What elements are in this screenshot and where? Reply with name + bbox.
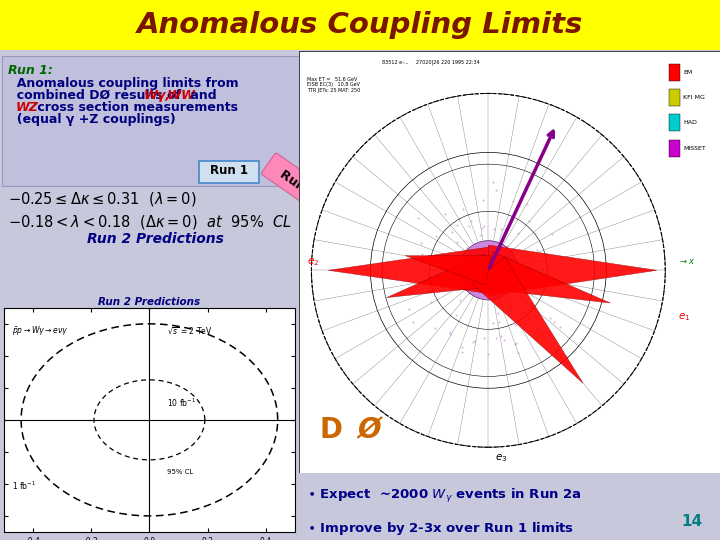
- Text: 10 fb$^{-1}$: 10 fb$^{-1}$: [167, 397, 196, 409]
- Text: 95% CL: 95% CL: [167, 469, 193, 475]
- Bar: [670, 64, 680, 81]
- Text: Anomalous Coupling Limits: Anomalous Coupling Limits: [137, 11, 583, 39]
- Text: Run 2 Predictions: Run 2 Predictions: [86, 232, 223, 246]
- Text: EM: EM: [683, 70, 692, 75]
- Text: $e_1$: $e_1$: [678, 310, 690, 322]
- Polygon shape: [405, 256, 491, 285]
- Text: KFI MG: KFI MG: [683, 95, 705, 100]
- FancyBboxPatch shape: [261, 153, 336, 215]
- Text: $e_2$: $e_2$: [307, 256, 320, 268]
- Polygon shape: [328, 247, 488, 294]
- Polygon shape: [387, 254, 492, 298]
- Text: WW: WW: [163, 89, 195, 102]
- Title: Run 2 Predictions: Run 2 Predictions: [99, 297, 200, 307]
- Text: $\bullet$ Improve by 2-3x over Run 1 limits: $\bullet$ Improve by 2-3x over Run 1 lim…: [307, 519, 575, 537]
- Text: and: and: [186, 89, 217, 102]
- Text: $-0.25 \leq \Delta\kappa \leq 0.31\ \ (\lambda = 0)$: $-0.25 \leq \Delta\kappa \leq 0.31\ \ (\…: [8, 190, 197, 208]
- Text: cross section measurements: cross section measurements: [33, 101, 238, 114]
- Text: Run 1: Run 1: [210, 164, 248, 177]
- Text: $-0.18 < \lambda < 0.18\ \ (\Delta\kappa = 0)\ \ at\ \ 95\%\ \ CL$: $-0.18 < \lambda < 0.18\ \ (\Delta\kappa…: [8, 213, 292, 231]
- Circle shape: [459, 241, 518, 300]
- Text: (equal γ +Z couplings): (equal γ +Z couplings): [8, 113, 176, 126]
- Text: combined DØ results of: combined DØ results of: [8, 89, 186, 102]
- Polygon shape: [488, 245, 657, 295]
- Text: MISSET: MISSET: [683, 146, 706, 151]
- Text: $\sqrt{s}$ = 2 TeV: $\sqrt{s}$ = 2 TeV: [167, 325, 212, 336]
- Text: $\bullet$ Expect  ~2000 $W_\gamma$ events in Run 2a: $\bullet$ Expect ~2000 $W_\gamma$ events…: [307, 487, 582, 505]
- Text: $Z \rightarrow e^+e^-$: $Z \rightarrow e^+e^-$: [355, 82, 457, 105]
- Bar: [670, 89, 680, 106]
- Text: Wγ,: Wγ,: [144, 89, 171, 102]
- Text: D: D: [320, 416, 343, 444]
- Text: Run 1: Run 1: [278, 168, 318, 202]
- Text: Anomalous coupling limits from: Anomalous coupling limits from: [8, 77, 238, 90]
- Polygon shape: [472, 257, 583, 383]
- Text: $e_3$: $e_3$: [495, 453, 507, 464]
- Text: $M_T(e_2,\nu)=74.7\ \mathrm{GeV/c}^2$: $M_T(e_2,\nu)=74.7\ \mathrm{GeV/c}^2$: [510, 60, 629, 76]
- Text: 14: 14: [681, 514, 702, 529]
- Text: WZ: WZ: [16, 101, 39, 114]
- Text: Ø: Ø: [358, 416, 382, 444]
- Text: 1 fb$^{-1}$: 1 fb$^{-1}$: [12, 480, 37, 492]
- Bar: [670, 140, 680, 157]
- Text: $M(e_1,e_3)=93.6\ \mathrm{GeV/c}^2$: $M(e_1,e_3)=93.6\ \mathrm{GeV/c}^2$: [510, 74, 631, 90]
- FancyBboxPatch shape: [199, 161, 259, 183]
- Polygon shape: [483, 252, 611, 303]
- Text: HAD: HAD: [683, 120, 697, 125]
- Text: $W \rightarrow e\nu$: $W \rightarrow e\nu$: [355, 60, 427, 80]
- FancyBboxPatch shape: [2, 56, 304, 186]
- Text: Max ET =   51.6 GeV
EISB EC(3)   10.8 GeV
TTR JETs: 25 MAT: 250: Max ET = 51.6 GeV EISB EC(3) 10.8 GeV TT…: [307, 77, 361, 93]
- Text: $\bar{p}p \to W\gamma \to e\nu\gamma$: $\bar{p}p \to W\gamma \to e\nu\gamma$: [12, 325, 68, 338]
- Text: 83512 e-...     27020|26 220 1995 22:34: 83512 e-... 27020|26 220 1995 22:34: [307, 60, 480, 65]
- Bar: [670, 114, 680, 131]
- Text: Run 1:: Run 1:: [8, 64, 53, 77]
- Text: $\rightarrow x$: $\rightarrow x$: [678, 258, 696, 266]
